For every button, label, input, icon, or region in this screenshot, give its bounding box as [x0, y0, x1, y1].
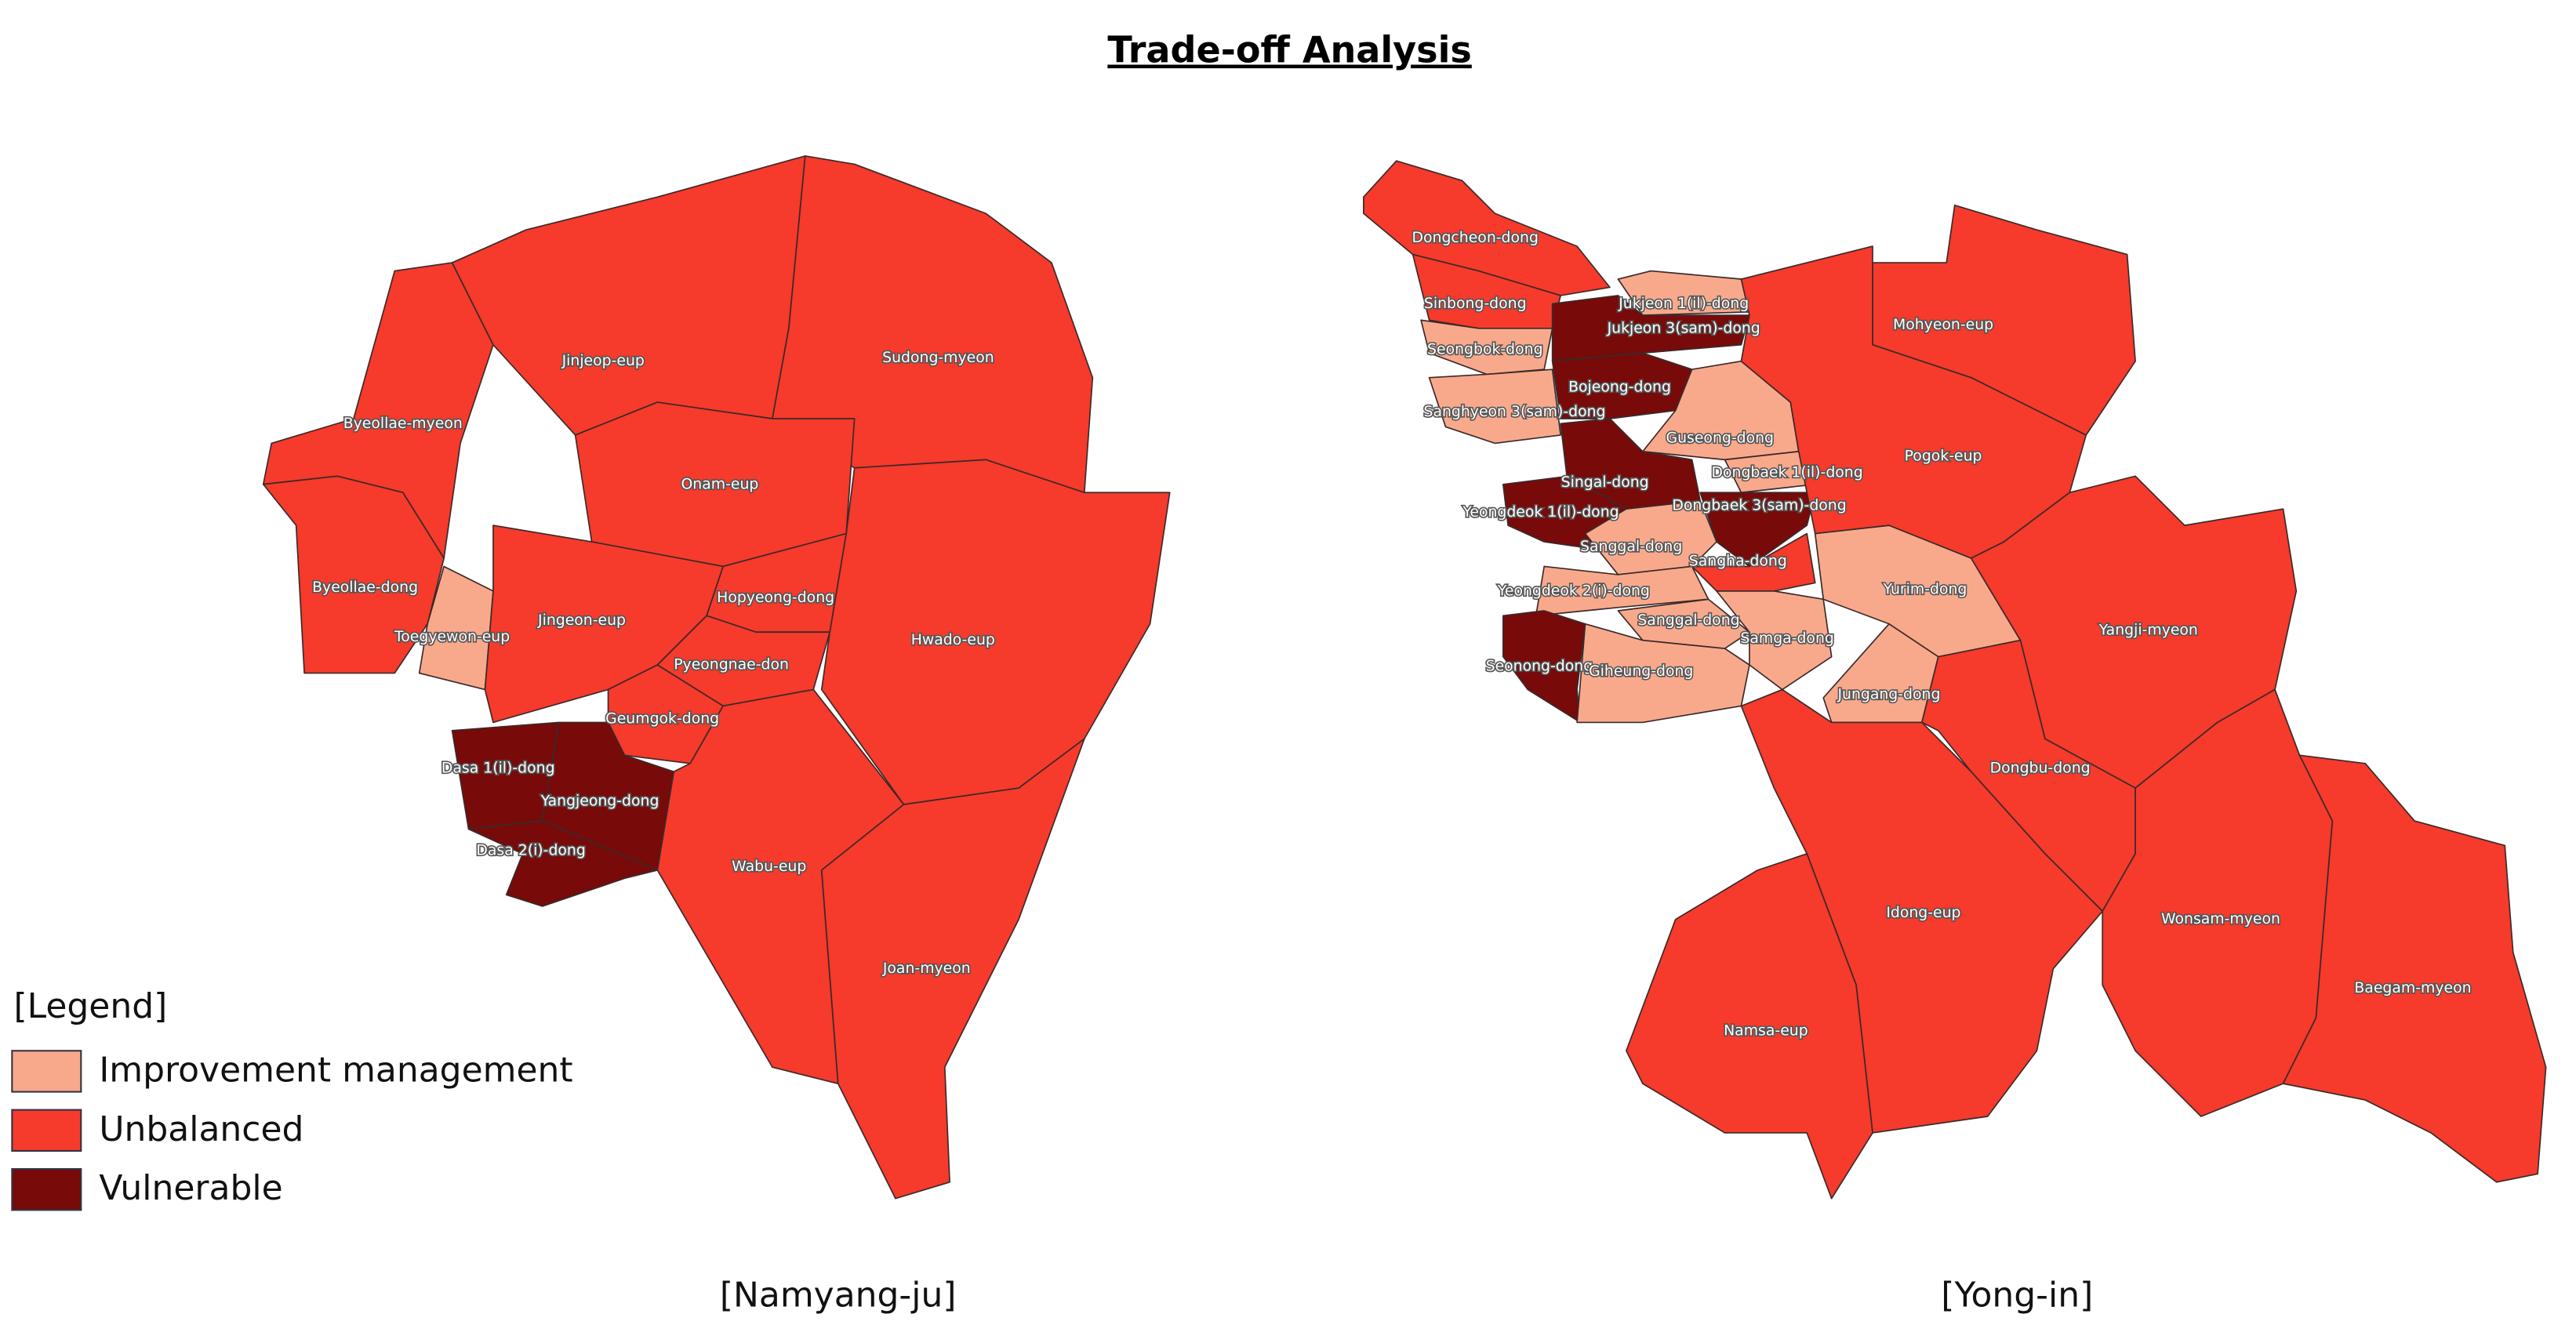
region: [451, 155, 806, 436]
region-label: Geumgok-dong: [605, 711, 719, 728]
region-label: Sanggal-dong: [1580, 539, 1682, 555]
region-label: Dongcheon-dong: [1412, 230, 1539, 246]
region-label: Dasa 1(il)-dong: [441, 760, 555, 777]
region-label: Dasa 2(i)-dong: [476, 842, 585, 858]
legend-label: Unbalanced: [99, 1109, 303, 1149]
region-label: Idong-eup: [1886, 905, 1960, 921]
region-label: Wabu-eup: [732, 858, 806, 875]
legend-swatch: [11, 1050, 82, 1093]
title: Trade-off Analysis: [1107, 29, 1471, 71]
region-label: Singal-dong: [1561, 474, 1649, 491]
region-label: Yeongdeok 1(il)-dong: [1462, 504, 1619, 521]
region-label: Hwado-eup: [911, 632, 995, 648]
region-label: Jukjeon 3(sam)-dong: [1607, 320, 1760, 336]
region-label: Guseong-dong: [1666, 430, 1774, 447]
region: [1428, 368, 1561, 445]
region: [418, 565, 494, 691]
region-label: Sudong-myeon: [882, 350, 994, 366]
region-label: Pogok-eup: [1905, 448, 1982, 465]
region-label: Seonong-dong: [1486, 659, 1593, 675]
region-label: Sanghyeon 3(sam)-dong: [1423, 404, 1605, 420]
region-label: Dongbaek 3(sam)-dong: [1672, 497, 1846, 514]
region-label: Jukjeon 1(il)-dong: [1618, 296, 1749, 312]
map: Byeollae-myeon Jinjeop-eup Sudong-myeon Bye…: [262, 155, 1171, 1315]
region-label: Jingeon-eup: [537, 612, 626, 629]
legend-label: Vulnerable: [99, 1168, 282, 1208]
region-label: Samga-dong: [1740, 630, 1833, 647]
legend-swatch: [11, 1167, 82, 1211]
region-label: Yangji-myeon: [2098, 622, 2198, 639]
region: [820, 459, 1171, 805]
map-caption: [Yong-in]: [1941, 1275, 2093, 1315]
region: [1626, 853, 1873, 1200]
region-label: Seongbok-dong: [1427, 342, 1542, 358]
region-label: Yangjeong-dong: [540, 793, 659, 809]
region-label: Sangha-dong: [1689, 554, 1787, 570]
map: Dongcheon-dong Sinbong-dong Seongbok-dong S…: [1362, 160, 2547, 1315]
region-label: Joan-myeon: [882, 960, 971, 977]
map-caption: [Namyang-ju]: [720, 1275, 957, 1315]
legend-swatch: [11, 1109, 82, 1152]
region-label: Byeollae-myeon: [343, 416, 463, 432]
region: [467, 820, 659, 907]
region-label: Hopyeong-dong: [717, 590, 834, 606]
region: [1716, 590, 1833, 691]
region-label: Pyeongnae-don: [674, 657, 789, 673]
region-label: Wonsam-myeon: [2161, 911, 2280, 927]
region-label: Jungang-dong: [1837, 686, 1940, 702]
region-label: Dongbaek 1(il)-dong: [1712, 465, 1863, 481]
region-label: Mohyeon-eup: [1893, 317, 1993, 333]
region-label: Dongbu-dong: [1990, 760, 2091, 777]
legend: [Legend] Improvement management Unbalance…: [11, 986, 573, 1211]
legend-label: Improvement management: [99, 1050, 572, 1090]
region-label: Baegam-myeon: [2354, 980, 2471, 996]
region: [1576, 622, 1750, 724]
region: [2282, 754, 2547, 1183]
region-label: Bojeong-dong: [1568, 379, 1671, 396]
region-label: Yurim-dong: [1883, 581, 1967, 597]
region: [1362, 160, 1611, 296]
region-label: Jinjeop-eup: [561, 353, 645, 369]
region-label: Onam-eup: [681, 476, 758, 492]
region-label: Byeollae-dong: [312, 579, 418, 596]
legend-title: [Legend]: [13, 986, 167, 1026]
region: [820, 738, 1085, 1200]
maps: Byeollae-myeon Jinjeop-eup Sudong-myeon Bye…: [262, 155, 2547, 1315]
region-label: Giheung-dong: [1589, 663, 1693, 680]
region-label: Yeongdeok 2(i)-dong: [1497, 583, 1650, 599]
region-label: Sanggal-dong: [1637, 612, 1739, 629]
region-label: Toegyewon-eup: [394, 629, 510, 645]
region-label: Namsa-eup: [1724, 1023, 1808, 1040]
region: [1617, 598, 1750, 650]
region-label: Sinbong-dong: [1424, 296, 1527, 312]
